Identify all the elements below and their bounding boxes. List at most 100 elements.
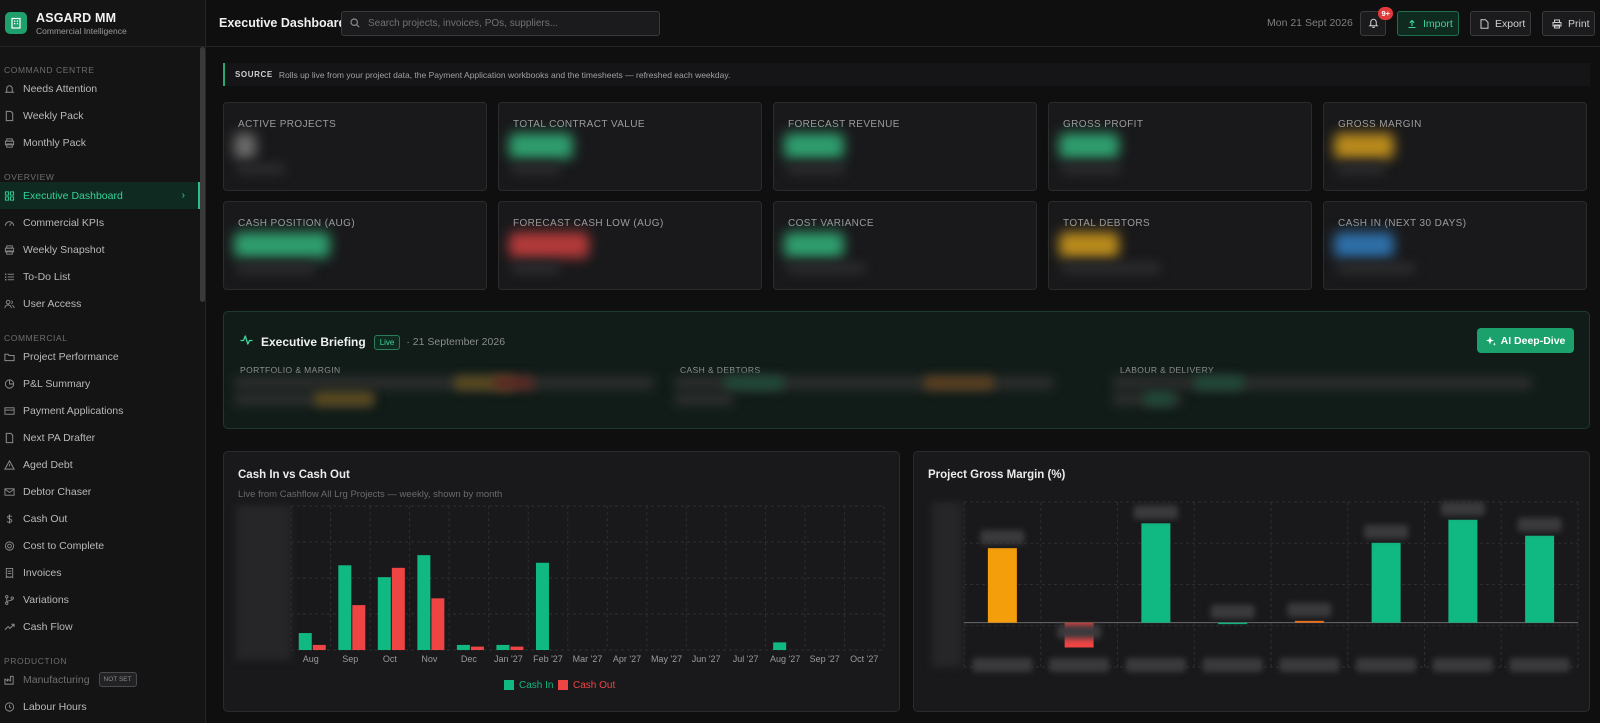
bar-project-margin[interactable] [1371, 542, 1401, 623]
kpi-card-active-projects[interactable]: ACTIVE PROJECTS [223, 102, 487, 191]
sidebar-item-needs-attention[interactable]: Needs Attention [0, 75, 205, 102]
margin-chart [932, 501, 1579, 672]
sidebar-item-monthly-pack[interactable]: Monthly Pack [0, 129, 205, 156]
source-label: SOURCE [235, 70, 273, 79]
executive-briefing: Executive Briefing Live · 21 September 2… [223, 311, 1590, 429]
sidebar-item-project-performance[interactable]: Project Performance [0, 343, 205, 370]
kpi-card-cost-variance[interactable]: COST VARIANCE [773, 201, 1037, 290]
sidebar-item-executive-dashboard[interactable]: Executive Dashboard › [0, 182, 205, 209]
folder-icon [4, 351, 15, 362]
kpi-card-cash-in-next-30-days[interactable]: CASH IN (NEXT 30 DAYS) [1323, 201, 1587, 290]
sidebar-item-to-do-list[interactable]: To-Do List [0, 263, 205, 290]
bar-cash-in[interactable] [535, 562, 549, 650]
sidebar-item-label: Project Performance [23, 350, 119, 363]
bar-project-margin[interactable] [987, 548, 1017, 623]
sidebar-item-variations[interactable]: Variations [0, 586, 205, 613]
redacted-value [1334, 133, 1394, 159]
ai-deep-dive-button[interactable]: AI Deep-Dive [1477, 328, 1574, 353]
kpi-card-total-contract-value[interactable]: TOTAL CONTRACT VALUE [498, 102, 762, 191]
sidebar-item-aged-debt[interactable]: Aged Debt [0, 451, 205, 478]
sidebar-item-weekly-pack[interactable]: Weekly Pack [0, 102, 205, 129]
sidebar-item-label: Aged Debt [23, 458, 73, 471]
sidebar-item-cost-to-complete[interactable]: Cost to Complete [0, 532, 205, 559]
x-tick-label: Sep [342, 654, 358, 664]
bar-cash-out[interactable] [352, 605, 366, 650]
redacted-category-label [1049, 658, 1110, 672]
brand-subtitle: Commercial Intelligence [36, 25, 127, 36]
sidebar-item-cash-flow[interactable]: Cash Flow [0, 613, 205, 640]
redacted-subtext [236, 262, 316, 274]
redacted-subtext [1061, 163, 1121, 175]
bar-cash-out[interactable] [470, 646, 484, 650]
bar-cash-out[interactable] [391, 567, 405, 650]
bar-project-margin[interactable] [1448, 519, 1478, 623]
sidebar-item-labour-hours[interactable]: Labour Hours [0, 693, 205, 720]
sidebar-item-user-access[interactable]: User Access [0, 290, 205, 317]
sidebar-item-label: Monthly Pack [23, 136, 87, 149]
bar-cash-in[interactable] [298, 633, 312, 650]
notifications-button[interactable]: 9+ [1360, 7, 1393, 36]
bar-cash-out[interactable] [510, 646, 524, 650]
redacted-text [1112, 376, 1532, 390]
export-label: Export [1495, 17, 1526, 30]
bar-project-margin[interactable] [1294, 620, 1324, 623]
bar-cash-in[interactable] [456, 644, 470, 650]
activity-icon [240, 333, 253, 351]
sidebar-item-label: Debtor Chaser [23, 485, 92, 498]
sidebar-item-invoices[interactable]: Invoices [0, 559, 205, 586]
bar-project-margin[interactable] [1525, 535, 1555, 623]
nav-section-commercial: COMMERCIAL [4, 333, 68, 343]
cash-chart-subtitle: Live from Cashflow All Lrg Projects — we… [238, 489, 503, 500]
sidebar-item-pandl-summary[interactable]: P&L Summary [0, 370, 205, 397]
kpi-card-gross-profit[interactable]: GROSS PROFIT [1048, 102, 1312, 191]
cash-chart: Aug Sep Oct Nov Dec Jan '27 Feb '27 Mar '27 Apr … [236, 505, 885, 691]
sidebar-scrollbar[interactable] [200, 47, 205, 302]
x-tick-label: Jan '27 [494, 654, 523, 664]
bar-cash-out[interactable] [431, 598, 445, 650]
sidebar-item-weekly-snapshot[interactable]: Weekly Snapshot [0, 236, 205, 263]
sidebar-nav: COMMAND CENTRE Needs Attention Weekly Pack… [0, 47, 205, 720]
kpi-card-cash-position-aug[interactable]: CASH POSITION (AUG) [223, 201, 487, 290]
sidebar-item-label: Manufacturing [23, 673, 90, 686]
sidebar-item-manufacturing[interactable]: Manufacturing NOT SET [0, 666, 205, 693]
building-icon [5, 12, 27, 34]
search-input[interactable] [368, 18, 638, 29]
bar-cash-out[interactable] [312, 644, 326, 650]
kpi-card-forecast-revenue[interactable]: FORECAST REVENUE [773, 102, 1037, 191]
redacted-subtext [1061, 262, 1161, 274]
bar-cash-in[interactable] [417, 555, 431, 650]
bar-cash-in[interactable] [377, 577, 391, 650]
kpi-card-total-debtors[interactable]: TOTAL DEBTORS [1048, 201, 1312, 290]
bar-cash-in[interactable] [338, 565, 352, 650]
printer-icon [4, 244, 15, 255]
sidebar-item-cash-out[interactable]: Cash Out [0, 505, 205, 532]
margin-chart-title: Project Gross Margin (%) [928, 469, 1066, 481]
bar-project-margin[interactable] [1218, 622, 1248, 625]
redacted-value [1059, 232, 1119, 258]
redacted-text [1144, 392, 1174, 406]
kpi-card-gross-margin[interactable]: GROSS MARGIN [1323, 102, 1587, 191]
export-button[interactable]: Export [1470, 11, 1531, 36]
sidebar-item-label: Labour Hours [23, 700, 87, 713]
sidebar-item-debtor-chaser[interactable]: Debtor Chaser [0, 478, 205, 505]
bar-cash-in[interactable] [496, 644, 510, 650]
sidebar-item-next-pa-drafter[interactable]: Next PA Drafter [0, 424, 205, 451]
kpi-label: GROSS MARGIN [1338, 119, 1422, 130]
redacted-subtext [1336, 262, 1416, 274]
sidebar-item-commercial-kpis[interactable]: Commercial KPIs [0, 209, 205, 236]
sidebar-item-label: Payment Applications [23, 404, 124, 417]
x-tick-label: Jul '27 [733, 654, 759, 664]
redacted-subtext [511, 262, 561, 274]
sidebar-item-payment-applications[interactable]: Payment Applications [0, 397, 205, 424]
bar-project-margin[interactable] [1141, 523, 1171, 623]
kpi-label: TOTAL CONTRACT VALUE [513, 119, 645, 130]
kpi-card-forecast-cash-low-aug[interactable]: FORECAST CASH LOW (AUG) [498, 201, 762, 290]
bar-cash-in[interactable] [773, 642, 787, 650]
search-box[interactable] [341, 11, 660, 36]
cash-chart-title: Cash In vs Cash Out [238, 469, 350, 481]
users-icon [4, 298, 15, 309]
legend-label-cash-in: Cash In [519, 680, 553, 691]
print-button[interactable]: Print [1542, 11, 1595, 36]
import-button[interactable]: Import [1397, 11, 1459, 36]
brand[interactable]: ASGARD MM Commercial Intelligence [0, 0, 205, 47]
